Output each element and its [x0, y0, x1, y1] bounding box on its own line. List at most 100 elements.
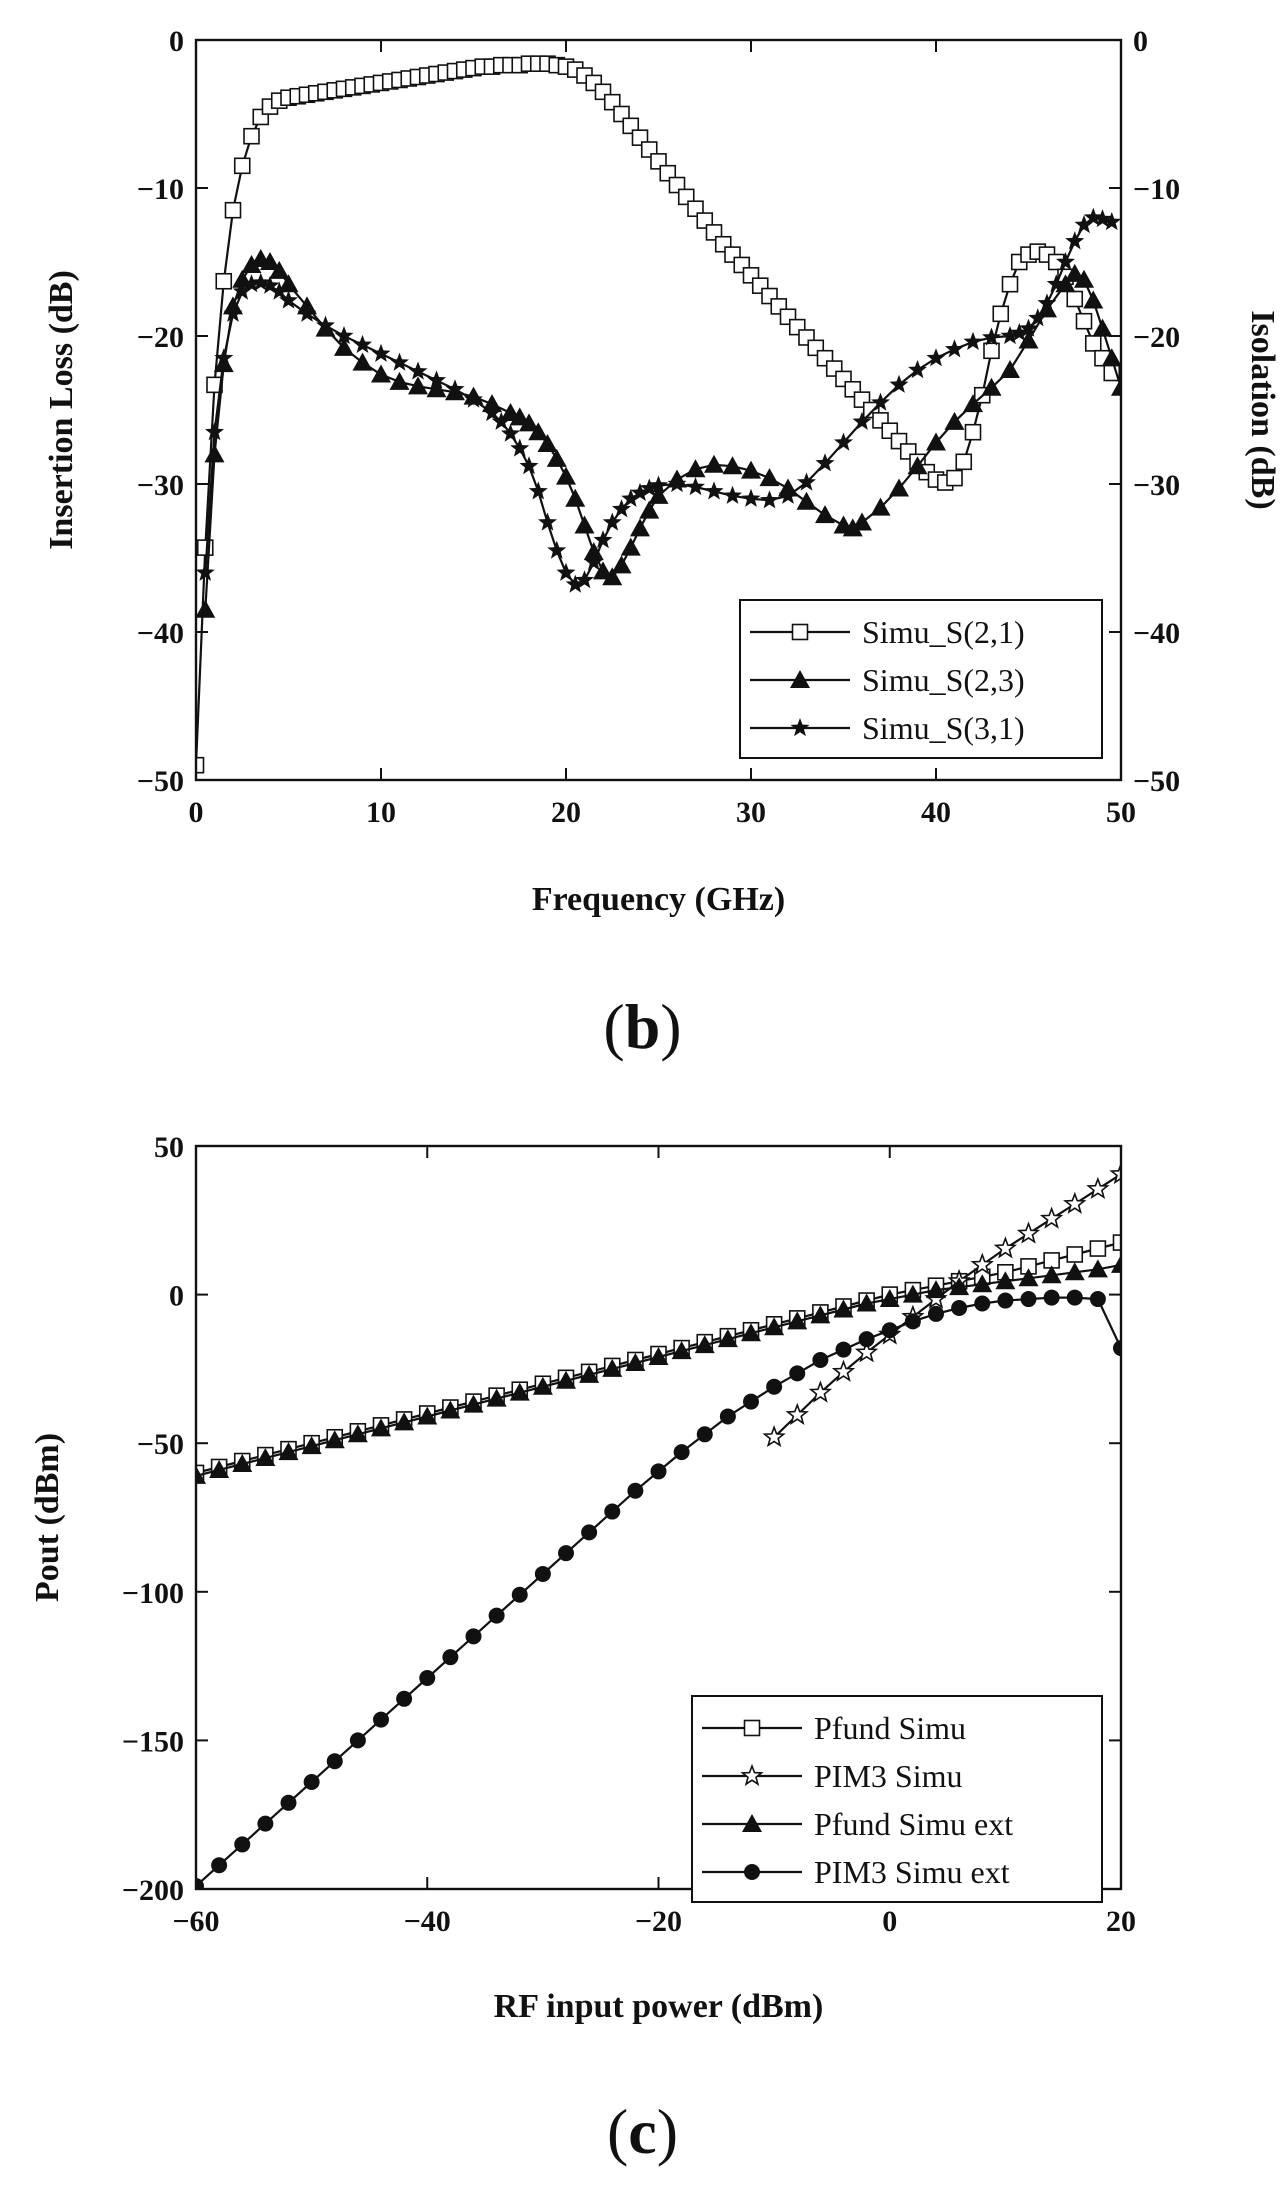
series-b-2	[196, 207, 1121, 593]
series-line-b-1	[204, 257, 1121, 610]
point-c-3-32	[928, 1305, 944, 1322]
y-tick-label-b-3: −30	[137, 469, 184, 502]
point-c-3-0	[196, 1878, 204, 1889]
y-axis-label-b: Insertion Loss (dB)	[43, 270, 80, 550]
point-b-2-65	[1074, 215, 1094, 234]
point-b-2-12	[334, 326, 354, 345]
point-b-2-2	[214, 348, 234, 367]
x-tick-label-b-5: 50	[1106, 796, 1136, 829]
point-b-1-12	[334, 337, 354, 356]
point-c-1-12	[1039, 1206, 1064, 1229]
x-tick-label-b-4: 40	[921, 796, 951, 829]
legend-marker-b-2	[790, 718, 810, 737]
legend-label-c-3: PIM3 Simu ext	[814, 1854, 1010, 1890]
point-c-1-1	[785, 1402, 809, 1425]
y-tick-label-c-2: −50	[137, 1428, 184, 1461]
y-tick-label-b-1: −10	[137, 173, 184, 206]
point-b-2-39	[667, 474, 687, 493]
point-b-2-17	[427, 370, 446, 389]
point-b-1-35	[630, 518, 650, 537]
point-c-2-17	[579, 1364, 600, 1383]
point-b-1-8	[269, 260, 290, 279]
point-c-3-26	[789, 1365, 806, 1382]
y-tick-label-b-5: −50	[137, 765, 184, 798]
point-c-3-36	[1020, 1291, 1037, 1308]
point-c-2-36	[1018, 1268, 1039, 1287]
point-b-1-52	[907, 456, 928, 475]
point-b-1-58	[1018, 330, 1039, 349]
point-c-2-3	[255, 1448, 276, 1467]
point-c-3-3	[257, 1815, 274, 1832]
point-b-2-57	[1000, 326, 1020, 345]
point-c-2-27	[810, 1305, 831, 1324]
point-c-2-29	[856, 1293, 877, 1312]
y-tick-right-label-b-1: −10	[1133, 173, 1180, 206]
point-c-2-5	[301, 1436, 322, 1455]
point-b-1-66	[1111, 377, 1121, 396]
point-b-1-56	[981, 377, 1002, 396]
point-b-2-0	[196, 562, 215, 581]
point-b-2-56	[982, 327, 1001, 346]
point-b-2-59	[1019, 318, 1038, 337]
point-c-2-8	[371, 1418, 391, 1437]
point-b-2-61	[1037, 293, 1057, 312]
point-b-0-3	[215, 272, 233, 290]
point-c-3-28	[835, 1341, 852, 1358]
x-tick-label-c-1: −40	[404, 1905, 451, 1938]
x-tick-label-b-1: 10	[366, 796, 396, 829]
point-b-2-10	[297, 303, 317, 322]
point-b-2-58	[1009, 323, 1029, 342]
point-b-1-48	[842, 518, 863, 537]
point-c-2-21	[671, 1341, 692, 1360]
point-c-1-11	[1016, 1221, 1041, 1244]
point-c-2-22	[694, 1335, 715, 1354]
point-c-3-29	[858, 1331, 875, 1348]
point-b-2-67	[1093, 209, 1112, 228]
point-c-3-14	[511, 1586, 528, 1603]
point-b-0-4	[224, 201, 242, 219]
point-c-2-9	[394, 1412, 415, 1431]
point-c-3-13	[488, 1607, 505, 1624]
point-b-0-88	[1001, 275, 1019, 293]
point-b-1-30	[583, 542, 604, 561]
chart-b: 0 10 20 30 40 500−10−20−30−40−500−10−20−30−40…	[43, 25, 1281, 918]
legend-box-c	[691, 1695, 1103, 1903]
series-c-2	[196, 1254, 1121, 1484]
point-b-2-19	[464, 389, 483, 408]
point-b-2-49	[852, 411, 872, 430]
point-b-2-37	[639, 478, 659, 497]
y-axis-label-c: Pout (dBm)	[29, 1433, 66, 1602]
point-c-2-33	[949, 1277, 970, 1296]
point-c-3-8	[373, 1711, 389, 1728]
point-c-3-7	[349, 1732, 366, 1749]
point-b-0-82	[946, 469, 963, 487]
point-c-3-20	[650, 1463, 667, 1480]
point-b-1-43	[759, 468, 780, 487]
x-tick-label-c-4: 20	[1106, 1905, 1136, 1938]
point-b-2-45	[778, 485, 798, 504]
point-c-2-28	[833, 1299, 854, 1318]
legend-label-c-1: PIM3 Simu	[814, 1758, 962, 1794]
x-tick-label-b-0: 0	[189, 796, 204, 829]
point-c-0-38	[1066, 1246, 1084, 1263]
point-c-0-39	[1089, 1240, 1107, 1257]
point-b-1-25	[537, 434, 558, 453]
point-b-2-62	[1046, 274, 1066, 293]
x-tick-label-b-2: 20	[551, 796, 581, 829]
point-b-1-27	[556, 466, 576, 485]
legend-marker-b-1	[790, 670, 810, 688]
point-b-0-83	[955, 453, 973, 471]
point-b-2-60	[1028, 308, 1048, 327]
point-c-3-31	[904, 1313, 921, 1330]
point-b-1-13	[352, 352, 373, 371]
point-b-1-45	[796, 491, 817, 510]
legend-b: Simu_S(2,1) Simu_S(2,3) Simu_S(3,1)	[739, 599, 1103, 759]
y-tick-label-c-4: −150	[122, 1725, 184, 1758]
point-b-2-63	[1056, 252, 1075, 271]
point-b-2-52	[908, 360, 927, 379]
point-b-2-43	[741, 488, 761, 507]
point-c-2-10	[417, 1406, 438, 1425]
point-b-2-31	[584, 552, 604, 571]
